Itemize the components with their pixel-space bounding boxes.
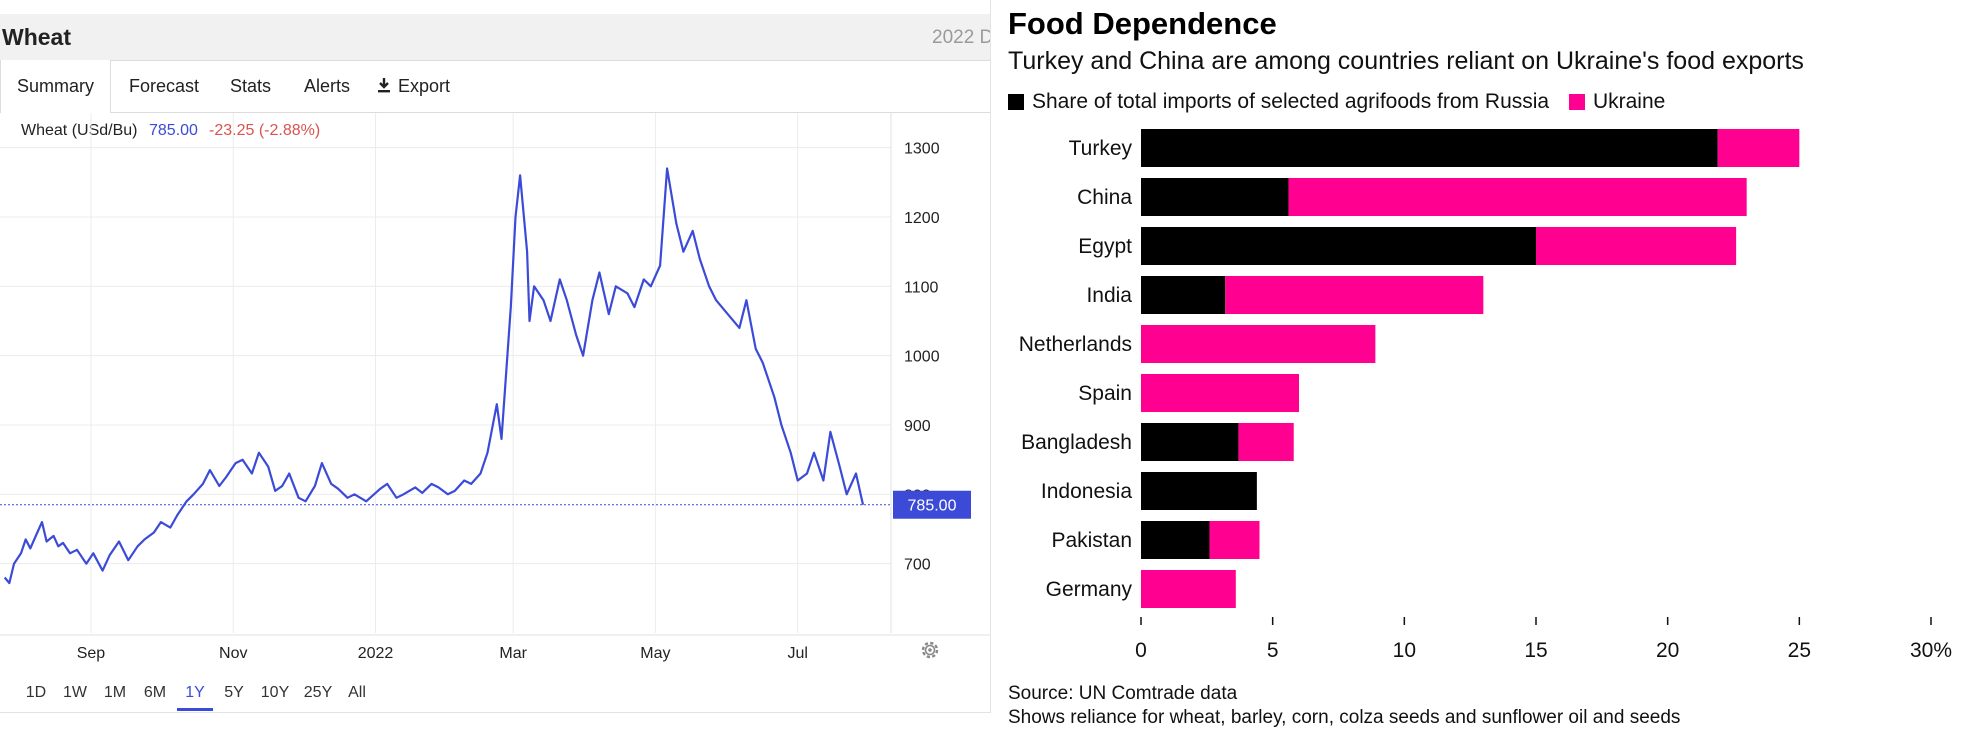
- category-label: Germany: [1046, 578, 1133, 601]
- wheat-price-series: [3, 167, 865, 585]
- tab-stats-label: Stats: [230, 76, 272, 96]
- range-10y[interactable]: 10Y: [260, 684, 290, 701]
- quote-change: -23.25 (-2.88%): [209, 122, 320, 139]
- legend-item-ukraine: Ukraine: [1568, 90, 1666, 114]
- y-tick-label: 700: [904, 557, 931, 574]
- x-tick-label: 15: [1524, 639, 1547, 662]
- tab-summary-label: Summary: [17, 76, 95, 96]
- y-tick-label: 1200: [904, 210, 940, 227]
- chart-subtitle: Turkey and China are among countries rel…: [1008, 47, 1804, 75]
- bar-ukraine: [1225, 276, 1484, 314]
- tab-forecast[interactable]: Forecast: [113, 60, 215, 112]
- x-tick-label: Mar: [499, 645, 527, 662]
- source-note: Source: UN Comtrade data: [1008, 683, 1238, 704]
- category-label: Turkey: [1069, 137, 1133, 160]
- bar-ukraine: [1209, 521, 1260, 559]
- range-1y[interactable]: 1Y: [177, 675, 213, 711]
- bar-ukraine: [1536, 227, 1737, 265]
- category-label: Spain: [1078, 382, 1132, 405]
- tab-summary[interactable]: Summary: [0, 60, 112, 113]
- category-label: Netherlands: [1019, 333, 1132, 356]
- chart-title: Food Dependence: [1008, 6, 1277, 41]
- x-tick-label: Jul: [787, 645, 807, 662]
- category-label: Indonesia: [1041, 480, 1132, 503]
- widget-title: Wheat: [2, 24, 71, 50]
- widget-header-right-text: 2022 D: [932, 27, 991, 48]
- range-1d[interactable]: 1D: [25, 684, 47, 701]
- x-axis-ticks: Sep Nov 2022 Mar May Jul: [77, 645, 808, 662]
- last-price-tag-box: [893, 490, 971, 519]
- bar-russia: [1141, 276, 1226, 314]
- x-tick-label: 2022: [358, 645, 394, 662]
- x-tick-label: Sep: [77, 645, 106, 662]
- gear-icon[interactable]: [918, 638, 942, 662]
- tab-export[interactable]: Export: [360, 60, 466, 112]
- range-1m[interactable]: 1M: [103, 684, 127, 701]
- y-tick-label: 900: [904, 418, 931, 435]
- tab-alerts-label: Alerts: [304, 76, 351, 96]
- download-icon: [378, 78, 390, 93]
- legend-label-ukraine: Ukraine: [1592, 90, 1666, 113]
- bar-russia: [1141, 423, 1239, 461]
- legend-item-russia: Share of total imports of selected agrif…: [1008, 90, 1549, 114]
- x-tick-label: 25: [1788, 639, 1811, 662]
- range-all[interactable]: All: [348, 684, 366, 701]
- category-label: Pakistan: [1051, 529, 1132, 552]
- category-label: China: [1077, 186, 1132, 209]
- wheat-chart-widget: Wheat 2022 D Summary Forecast Stats Aler…: [0, 0, 991, 713]
- bars: [1141, 129, 1800, 608]
- bar-russia: [1141, 227, 1536, 265]
- quote-name: Wheat (USd/Bu): [21, 122, 137, 139]
- x-tick-label: 20: [1656, 639, 1679, 662]
- legend-label-russia: Russia: [1484, 90, 1550, 113]
- bar-ukraine: [1288, 178, 1747, 216]
- food-dependence-chart: Food Dependence Turkey and China are amo…: [1008, 0, 1978, 742]
- legend-swatch-ukraine: [1568, 94, 1585, 110]
- legend-prefix: Share of total imports of selected agrif…: [1032, 90, 1480, 113]
- chart-gridlines: [0, 113, 891, 633]
- legend-swatch-russia: [1008, 94, 1024, 110]
- bar-ukraine: [1717, 129, 1800, 167]
- y-tick-label: 1100: [904, 279, 939, 296]
- category-label: Bangladesh: [1021, 431, 1132, 454]
- bar-ukraine: [1141, 374, 1299, 412]
- bar-russia: [1141, 521, 1210, 559]
- x-tick-label: 10: [1393, 639, 1416, 662]
- range-5y[interactable]: 5Y: [224, 684, 244, 701]
- chart-legend: Share of total imports of selected agrif…: [1008, 90, 1679, 116]
- x-axis-ticks: 0 5 10 15 20 25 30%: [1135, 617, 1952, 662]
- bar-ukraine: [1141, 325, 1376, 363]
- category-label: India: [1086, 284, 1132, 307]
- bar-russia: [1141, 129, 1718, 167]
- price-line-chart: Wheat (USd/Bu) 785.00 -23.25 (-2.88%) 70…: [0, 113, 990, 662]
- tab-forecast-label: Forecast: [129, 76, 200, 96]
- x-tick-label: May: [640, 645, 670, 662]
- range-25y[interactable]: 25Y: [303, 684, 333, 701]
- y-tick-label: 1300: [904, 141, 940, 158]
- tab-export-label: Export: [398, 76, 451, 96]
- range-1w[interactable]: 1W: [63, 684, 87, 701]
- category-label: Egypt: [1078, 235, 1132, 258]
- quote-price: 785.00: [149, 122, 198, 139]
- widget-header: Wheat 2022 D: [0, 14, 990, 61]
- last-price-tag-label: 785.00: [908, 498, 957, 515]
- bar-ukraine: [1238, 423, 1294, 461]
- footnote: Shows reliance for wheat, barley, corn, …: [1008, 707, 1681, 728]
- range-6m[interactable]: 6M: [143, 684, 167, 701]
- tab-bar: Summary Forecast Stats Alerts Export: [0, 60, 990, 113]
- bar-russia: [1141, 178, 1289, 216]
- bar-russia: [1141, 472, 1257, 510]
- x-tick-label: Nov: [219, 645, 247, 662]
- tab-alerts[interactable]: Alerts: [288, 60, 366, 112]
- tab-stats[interactable]: Stats: [214, 60, 287, 112]
- category-labels: Turkey China Egypt India Netherlands Spain Ban…: [1019, 137, 1133, 601]
- x-tick-label: 0: [1135, 639, 1147, 662]
- bar-ukraine: [1141, 570, 1236, 608]
- x-tick-label: 30%: [1910, 639, 1952, 662]
- x-tick-label: 5: [1267, 639, 1279, 662]
- y-tick-label: 1000: [904, 349, 940, 366]
- last-price-tag: 785.00: [893, 490, 971, 519]
- stacked-bar-plot: 0 5 10 15 20 25 30% Turkey China Egypt India Nethe…: [1019, 129, 1952, 662]
